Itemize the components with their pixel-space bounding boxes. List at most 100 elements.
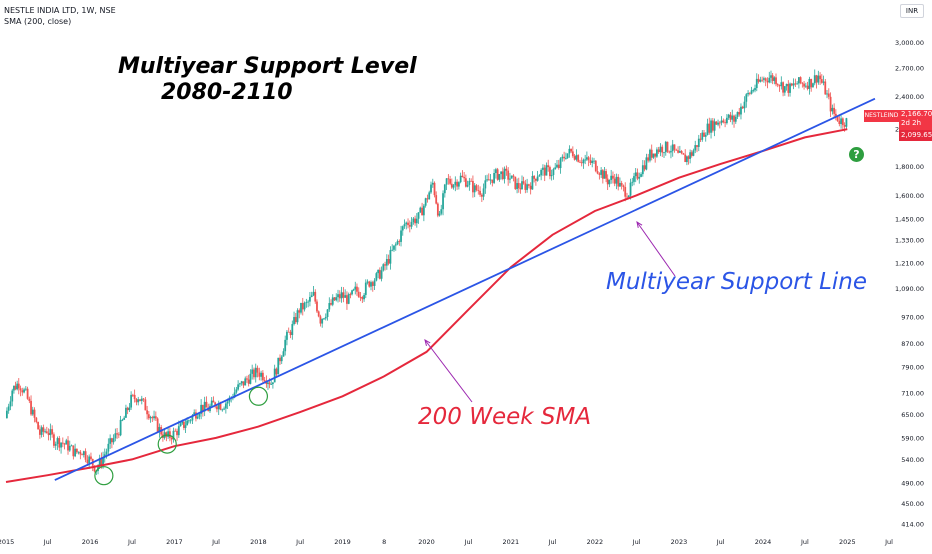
candle-body [638, 176, 641, 179]
candle-body [177, 426, 180, 436]
candle-body [233, 392, 236, 398]
candle-body [135, 399, 138, 403]
candle-body [521, 181, 523, 190]
candle-body [102, 457, 104, 465]
candle-body [81, 454, 83, 456]
x-tick-label: 2021 [503, 538, 520, 546]
currency-selector[interactable]: INR [900, 4, 924, 18]
candle-body [783, 86, 786, 93]
candle-body [549, 167, 551, 177]
candle-body [321, 318, 324, 324]
candle-body [773, 77, 776, 81]
indicator-legend: SMA (200, close) [4, 17, 72, 26]
candle-body [547, 165, 550, 168]
candle-body [759, 79, 762, 82]
candle-body [205, 401, 208, 408]
candle-body [690, 152, 693, 156]
candle-body [764, 78, 767, 81]
x-tick-label: Jul [632, 538, 641, 546]
candle-body [433, 182, 436, 196]
y-tick-label: 1,210.00 [895, 260, 924, 268]
candle-body [337, 294, 339, 298]
candle-body [461, 175, 464, 177]
candle-body [686, 156, 688, 163]
x-tick-label: Jul [800, 538, 809, 546]
x-tick-label: 2025 [839, 538, 856, 546]
candle-body [810, 78, 813, 88]
candle-body [382, 264, 385, 271]
candle-body [47, 432, 50, 436]
candle-body [771, 75, 774, 81]
candle-body [600, 170, 603, 175]
candle-body [35, 417, 38, 422]
candle-body [121, 419, 124, 421]
candle-body [24, 388, 27, 390]
candle-body [401, 226, 404, 231]
candle-body [430, 184, 432, 193]
candle-body [361, 297, 364, 300]
candle-body [510, 175, 513, 179]
candle-body [14, 385, 17, 390]
candle-body [643, 165, 646, 170]
candle-body [187, 420, 190, 422]
candle-body [179, 423, 182, 427]
candle-body [763, 78, 765, 80]
candle-body [524, 183, 527, 190]
candle-body [198, 413, 201, 417]
candle-body [575, 155, 578, 160]
candle-body [378, 269, 381, 279]
candle-body [82, 451, 85, 456]
candle-body [601, 170, 604, 179]
x-tick-label: Jul [548, 538, 557, 546]
candle-body [794, 83, 797, 85]
candle-body [687, 156, 690, 159]
x-tick-label: Jul [211, 538, 220, 546]
candle-body [799, 77, 802, 83]
candle-body [216, 406, 218, 410]
candle-body [542, 167, 544, 170]
candle-body [708, 123, 711, 133]
candle-body [516, 183, 518, 189]
candle-body [459, 175, 462, 183]
candle-body [247, 379, 250, 384]
candle-body [340, 292, 343, 299]
candle-body [801, 82, 804, 84]
candle-body [803, 83, 805, 87]
candle-body [820, 79, 823, 83]
candle-body [405, 222, 408, 225]
candle-body [123, 417, 126, 420]
candle-body [326, 309, 329, 317]
candle-body [75, 448, 78, 453]
annotation-arrow-head [636, 220, 643, 228]
candle-body [554, 167, 557, 170]
price-series [5, 69, 848, 476]
candle-body [172, 430, 175, 440]
candle-body [384, 264, 386, 266]
x-tick-label: 2023 [671, 538, 688, 546]
candle-body [657, 149, 660, 153]
candle-body [196, 416, 199, 419]
candle-body [114, 433, 117, 439]
candle-body [731, 115, 734, 120]
candle-body [16, 383, 19, 390]
candle-body [200, 404, 203, 414]
candle-body [440, 209, 443, 214]
candle-body [593, 160, 595, 162]
candle-body [585, 157, 588, 160]
candle-body [154, 416, 157, 419]
candle-body [38, 429, 41, 435]
candle-body [617, 176, 620, 187]
candle-body [561, 156, 564, 159]
candle-body [741, 106, 744, 109]
candle-body [357, 291, 360, 297]
candle-body [398, 241, 401, 242]
candle-body [610, 175, 613, 180]
candle-body [344, 295, 347, 298]
candle-body [112, 438, 115, 443]
y-tick-label: 414.00 [901, 521, 924, 529]
candle-body [84, 451, 87, 460]
candle-body [373, 280, 376, 286]
candle-body [591, 160, 594, 163]
candle-body [260, 372, 262, 377]
candle-body [663, 152, 665, 154]
